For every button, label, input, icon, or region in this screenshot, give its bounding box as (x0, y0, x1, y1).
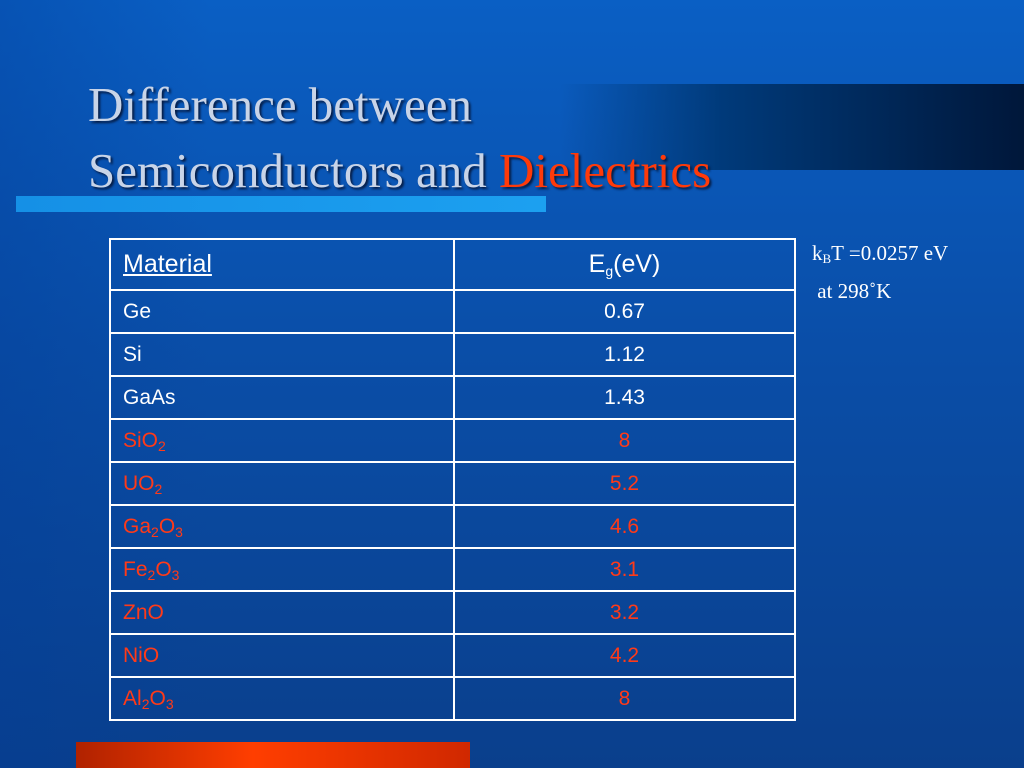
bandgap-cell: 1.43 (453, 375, 796, 420)
note-line-1: kBT =0.0257 eV (812, 241, 949, 266)
table-row: Si 1.12 (109, 332, 796, 377)
thermal-energy-note: kBT =0.0257 eV at 298˚K (812, 234, 948, 310)
bandgap-cell: 3.1 (453, 547, 796, 592)
material-cell: Si (109, 332, 455, 377)
material-cell: Al2O3 (109, 676, 455, 721)
material-cell: Ga2O3 (109, 504, 455, 549)
bandgap-cell: 8 (453, 418, 796, 463)
bandgap-table: Material Eg(eV) Ge 0.67 Si 1.12 GaAs 1.4… (109, 238, 796, 721)
bandgap-cell: 4.6 (453, 504, 796, 549)
table-row: SiO2 8 (109, 418, 796, 463)
title-line-1: Difference between (88, 77, 473, 132)
bandgap-cell: 5.2 (453, 461, 796, 506)
table-row: GaAs 1.43 (109, 375, 796, 420)
table-row: Ge 0.67 (109, 289, 796, 334)
bandgap-cell: 4.2 (453, 633, 796, 678)
table-row: Al2O3 8 (109, 676, 796, 721)
title-band-decoration (560, 84, 1024, 170)
material-cell: GaAs (109, 375, 455, 420)
bandgap-cell: 8 (453, 676, 796, 721)
bandgap-cell: 3.2 (453, 590, 796, 635)
material-cell: UO2 (109, 461, 455, 506)
orange-accent-bar (76, 742, 470, 768)
table-row: Fe2O3 3.1 (109, 547, 796, 592)
material-cell: ZnO (109, 590, 455, 635)
bandgap-cell: 1.12 (453, 332, 796, 377)
material-cell: Ge (109, 289, 455, 334)
blue-accent-bar (16, 196, 546, 212)
table-row: NiO 4.2 (109, 633, 796, 678)
table-header-row: Material Eg(eV) (109, 238, 796, 291)
header-bandgap: Eg(eV) (453, 238, 796, 291)
material-cell: Fe2O3 (109, 547, 455, 592)
title-accent: Dielectrics (498, 143, 712, 198)
header-material: Material (109, 238, 455, 291)
bandgap-cell: 0.67 (453, 289, 796, 334)
slide-title: Difference between Semiconductors and Di… (88, 72, 711, 204)
title-line-2: Semiconductors and (88, 143, 499, 198)
table-row: UO2 5.2 (109, 461, 796, 506)
note-line-2: at 298˚K (817, 279, 892, 303)
material-cell: NiO (109, 633, 455, 678)
material-cell: SiO2 (109, 418, 455, 463)
table-row: Ga2O3 4.6 (109, 504, 796, 549)
table-row: ZnO 3.2 (109, 590, 796, 635)
